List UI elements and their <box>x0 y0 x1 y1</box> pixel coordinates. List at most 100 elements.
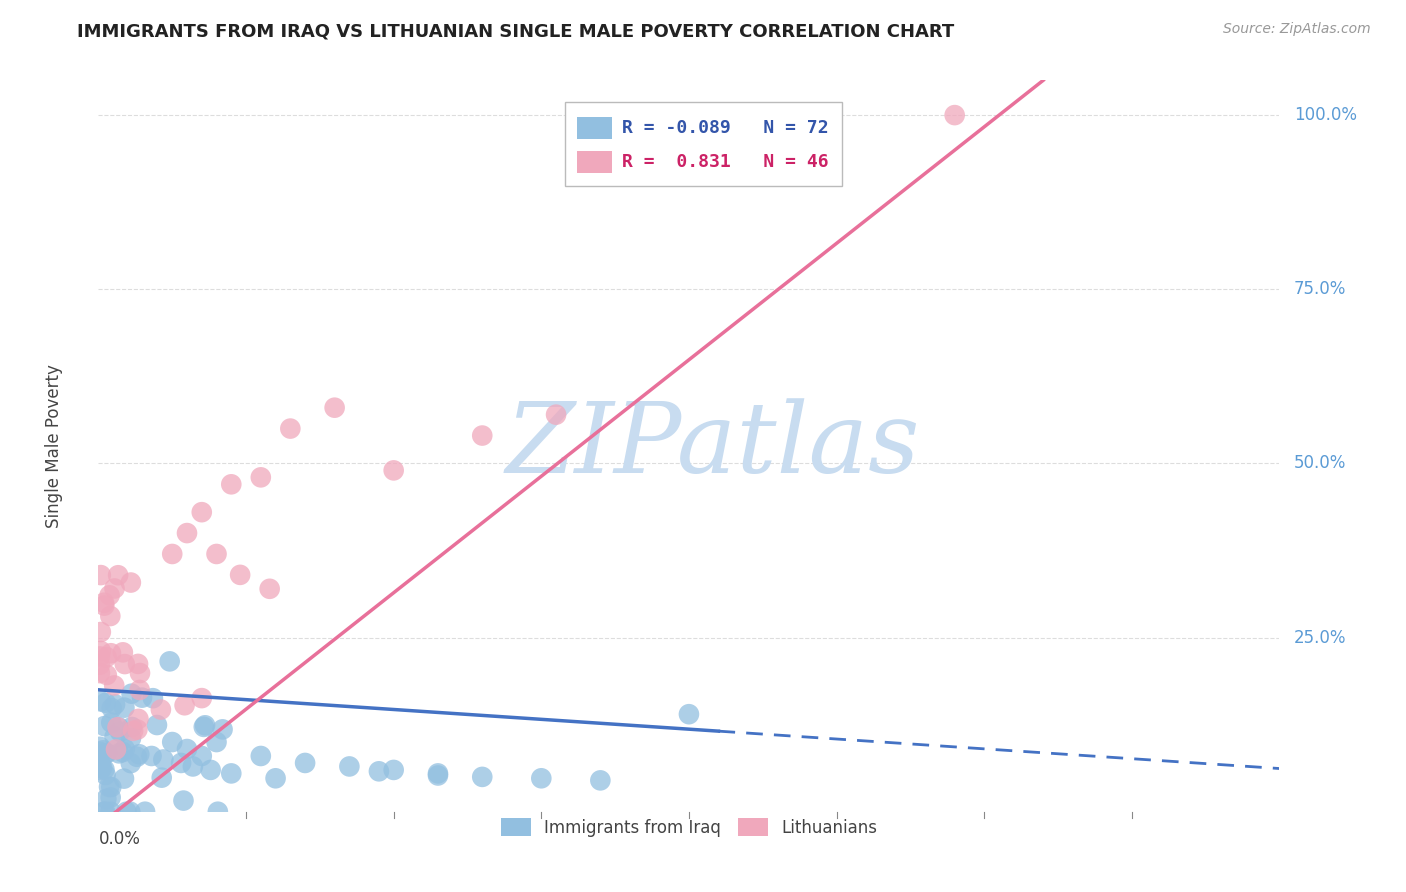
Text: 25.0%: 25.0% <box>1294 629 1346 647</box>
Text: Single Male Poverty: Single Male Poverty <box>45 364 62 528</box>
Point <box>93 805 115 819</box>
Point <box>382 763 405 777</box>
Point <box>127 723 149 737</box>
Point <box>100 805 122 819</box>
Bar <box>576 117 612 139</box>
Point <box>103 678 125 692</box>
Point <box>264 772 287 786</box>
Point <box>128 682 150 697</box>
Point <box>100 715 122 730</box>
Point <box>120 805 142 819</box>
Point <box>125 749 148 764</box>
Point <box>211 723 233 737</box>
Point <box>90 625 112 640</box>
Point <box>250 749 273 764</box>
Point <box>120 575 142 590</box>
Point <box>943 108 966 122</box>
Text: 0.0%: 0.0% <box>98 830 141 848</box>
Point <box>205 547 228 561</box>
Point <box>93 599 115 613</box>
Point <box>173 698 195 713</box>
Text: R = -0.089   N = 72: R = -0.089 N = 72 <box>621 119 828 136</box>
Point <box>207 805 229 819</box>
Point <box>89 657 111 672</box>
Point <box>107 720 129 734</box>
Point <box>149 702 172 716</box>
Point <box>150 771 173 785</box>
Point <box>170 756 193 770</box>
Point <box>96 668 118 682</box>
Point <box>471 770 494 784</box>
Point <box>107 568 129 582</box>
Point <box>176 742 198 756</box>
Point <box>427 766 450 780</box>
Point <box>115 805 138 819</box>
Point <box>112 700 135 714</box>
Point <box>100 780 122 794</box>
Point <box>100 646 122 660</box>
Point <box>191 749 214 764</box>
Point <box>94 805 117 819</box>
Point <box>96 746 118 760</box>
Point <box>89 649 111 664</box>
Point <box>89 666 111 681</box>
Point <box>121 720 143 734</box>
Point <box>131 690 153 705</box>
Point <box>98 588 121 602</box>
Point <box>108 724 131 739</box>
Point <box>141 749 163 764</box>
Point <box>111 745 134 759</box>
Point <box>707 108 730 122</box>
Point <box>100 701 122 715</box>
Point <box>90 644 112 658</box>
Point <box>112 772 135 786</box>
Point <box>134 805 156 819</box>
Point <box>200 763 222 777</box>
Point <box>98 609 121 624</box>
Point <box>194 718 217 732</box>
Point <box>221 477 243 491</box>
Point <box>530 772 553 786</box>
Point <box>107 720 129 734</box>
Point <box>128 747 150 762</box>
Point <box>104 742 127 756</box>
Point <box>294 756 316 770</box>
Point <box>162 735 183 749</box>
Point <box>229 567 252 582</box>
Point <box>427 768 450 782</box>
Point <box>100 790 122 805</box>
Point <box>159 654 181 668</box>
Point <box>111 645 134 659</box>
Point <box>90 694 112 708</box>
Point <box>91 761 114 775</box>
Bar <box>576 152 612 173</box>
Point <box>176 526 198 541</box>
Point <box>221 766 243 780</box>
Point <box>108 747 131 761</box>
Text: 50.0%: 50.0% <box>1294 454 1346 473</box>
Point <box>205 735 228 749</box>
Point <box>89 745 111 759</box>
Point <box>368 764 391 779</box>
Point <box>162 547 183 561</box>
Point <box>94 747 117 761</box>
Point <box>89 763 111 777</box>
Point <box>280 421 302 435</box>
Point <box>104 698 127 712</box>
Point <box>471 428 494 442</box>
Point <box>589 773 612 788</box>
Point <box>129 666 152 681</box>
FancyBboxPatch shape <box>565 103 842 186</box>
Point <box>152 752 174 766</box>
Point <box>382 463 405 477</box>
Point <box>546 408 568 422</box>
Text: Source: ZipAtlas.com: Source: ZipAtlas.com <box>1223 22 1371 37</box>
Point <box>678 707 700 722</box>
Point <box>96 792 118 806</box>
Text: 75.0%: 75.0% <box>1294 280 1346 298</box>
Point <box>93 763 115 777</box>
Point <box>146 718 169 732</box>
Point <box>114 657 136 671</box>
Point <box>122 723 145 738</box>
Point <box>193 720 215 734</box>
